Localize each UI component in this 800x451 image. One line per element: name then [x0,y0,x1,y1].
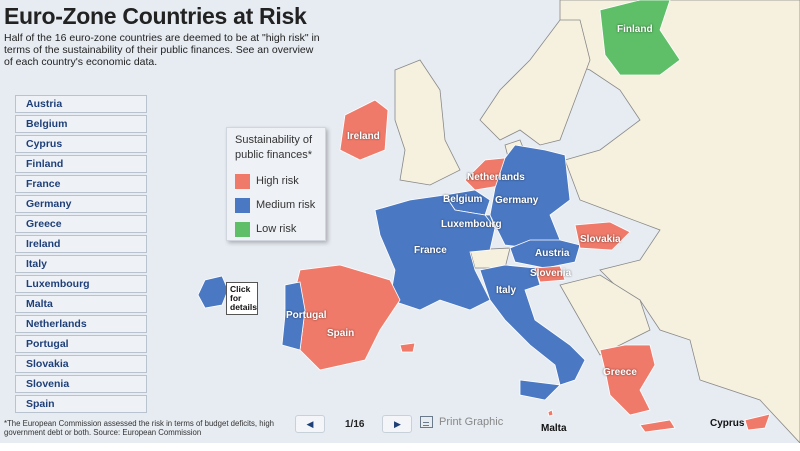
label-belgium: Belgium [443,194,483,205]
low-risk-swatch [235,221,250,237]
country-slovakia[interactable]: Slovakia [15,355,147,373]
intro-text: Half of the 16 euro-zone countries are d… [4,32,320,68]
country-netherlands[interactable]: Netherlands [15,315,147,333]
print-graphic-button[interactable]: Print Graphic [420,416,503,428]
country-slovenia[interactable]: Slovenia [15,375,147,393]
balearics [399,342,416,353]
label-finland: Finland [617,24,653,35]
legend-title: Sustainability of public finances* [235,134,313,161]
printer-icon [420,416,433,428]
ireland-thumbnail[interactable] [197,275,229,309]
country-luxembourg[interactable]: Luxembourg [15,275,147,293]
label-ireland: Ireland [347,131,380,142]
country-italy[interactable]: Italy [15,255,147,273]
medium-risk-swatch [235,197,250,213]
malta-shape[interactable] [547,409,554,417]
austria-shape[interactable] [509,239,581,269]
country-portugal[interactable]: Portugal [15,335,147,353]
legend-item-low: Low risk [235,217,317,241]
country-finland[interactable]: Finland [15,155,147,173]
slovenia-shape[interactable] [534,265,566,283]
footnote: *The European Commission assessed the ri… [4,419,274,437]
portugal-shape[interactable] [281,281,306,351]
country-greece[interactable]: Greece [15,215,147,233]
label-cyprus: Cyprus [710,418,745,429]
prev-button[interactable]: ◀ [295,415,325,433]
high-risk-swatch [235,173,250,189]
label-slovakia: Slovakia [580,234,621,245]
label-greece: Greece [603,367,637,378]
label-portugal: Portugal [286,310,327,321]
country-austria[interactable]: Austria [15,95,147,113]
britain [394,59,461,186]
legend-label: High risk [256,175,299,187]
label-italy: Italy [496,285,517,296]
triangle-right-icon: ▶ [394,418,401,429]
country-malta[interactable]: Malta [15,295,147,313]
label-spain: Spain [327,328,355,339]
page-indicator: 1/16 [345,418,365,430]
country-belgium[interactable]: Belgium [15,115,147,133]
label-slovenia: Slovenia [530,268,572,279]
scandinavia [479,19,591,146]
legend: Sustainability of public finances* High … [226,127,326,241]
triangle-left-icon: ◀ [306,418,314,429]
greece-shape[interactable] [599,344,676,433]
balkans [559,274,651,356]
click-for-details-tooltip: Click for details [226,282,258,315]
germany-shape[interactable] [489,144,571,249]
legend-label: Medium risk [256,199,316,211]
slovakia-shape[interactable] [574,221,631,251]
non-euro-land [559,0,800,443]
finland-shape[interactable] [599,0,681,76]
ireland-shape[interactable] [339,99,389,161]
country-list: Austria Belgium Cyprus Finland France Ge… [15,95,147,415]
legend-item-high: High risk [235,169,317,193]
country-cyprus[interactable]: Cyprus [15,135,147,153]
label-germany: Germany [495,195,539,206]
page-title: Euro-Zone Countries at Risk [4,3,307,29]
legend-label: Low risk [256,223,297,235]
label-austria: Austria [535,248,570,259]
legend-item-medium: Medium risk [235,193,317,217]
country-france[interactable]: France [15,175,147,193]
country-germany[interactable]: Germany [15,195,147,213]
italy-shape[interactable] [479,264,586,401]
country-spain[interactable]: Spain [15,395,147,413]
cyprus-shape[interactable] [744,413,771,431]
next-button[interactable]: ▶ [382,415,413,433]
country-ireland[interactable]: Ireland [15,235,147,253]
label-france: France [414,245,447,256]
label-malta: Malta [541,423,567,434]
label-netherlands: Netherlands [467,172,525,183]
pager: ◀ 1/16 ▶ [295,415,413,433]
label-luxembourg: Luxembourg [441,219,502,230]
print-label: Print Graphic [439,416,504,428]
